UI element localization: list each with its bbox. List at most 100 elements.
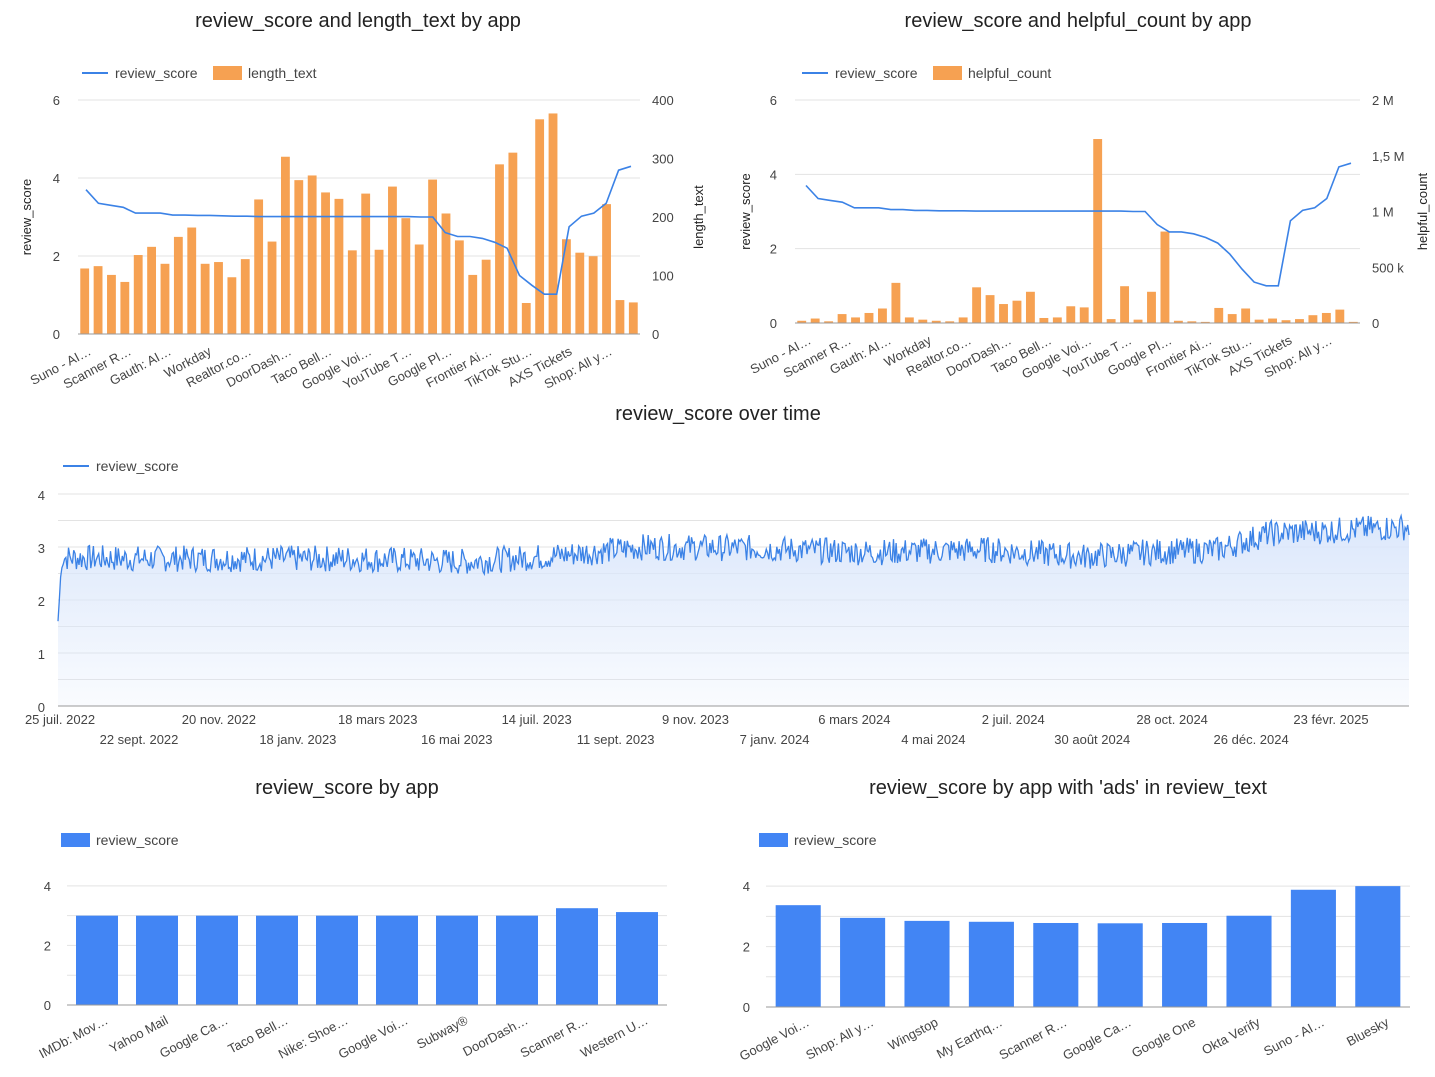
bar-length_text xyxy=(388,186,397,334)
chart-title: review_score and length_text by app xyxy=(195,10,521,32)
y-tick-label: 2 xyxy=(38,594,45,609)
chart-review-by-app-ads: review_score by app with 'ads' in review… xyxy=(737,777,1410,1064)
y-tick-label-left: 4 xyxy=(53,171,60,186)
y-tick-label-right: 2 M xyxy=(1372,93,1394,108)
y-tick-label-left: 6 xyxy=(53,93,60,108)
x-tick-label: 4 mai 2024 xyxy=(901,732,965,747)
bar-length_text xyxy=(561,239,571,334)
bar-helpful_count xyxy=(1308,315,1318,323)
y-tick-label: 1 xyxy=(38,647,45,662)
legend-bar-swatch xyxy=(61,833,90,847)
bar-helpful_count xyxy=(810,318,820,323)
category-label: Google Voi… xyxy=(737,1014,812,1063)
x-tick-label: 2 juil. 2024 xyxy=(982,712,1045,727)
bar-length_text xyxy=(160,263,170,334)
y-tick-label-right: 400 xyxy=(652,93,674,108)
x-tick-label: 23 févr. 2025 xyxy=(1293,712,1368,727)
bar-helpful_count xyxy=(1281,320,1291,323)
bar-length_text xyxy=(80,268,90,334)
bar-length_text xyxy=(227,277,237,334)
bar-length_text xyxy=(615,300,625,334)
bar-length_text xyxy=(374,249,384,334)
bar-length_text xyxy=(240,259,250,334)
y-axis-title-right: length_text xyxy=(691,185,706,249)
legend-label: review_score xyxy=(835,65,918,81)
category-label: Suno - AI… xyxy=(1261,1014,1327,1058)
bar-review_score xyxy=(496,915,538,1005)
x-tick-label: 14 juil. 2023 xyxy=(502,712,572,727)
bar-length_text xyxy=(187,227,197,334)
y-tick-label-right: 300 xyxy=(652,152,674,167)
bar-review_score xyxy=(1033,922,1079,1007)
y-tick-label-left: 0 xyxy=(53,327,60,342)
bar-length_text xyxy=(120,281,130,334)
bar-helpful_count xyxy=(1241,308,1251,323)
legend-label: review_score xyxy=(96,458,179,474)
bar-review_score xyxy=(775,905,821,1007)
x-tick-label: 30 août 2024 xyxy=(1054,732,1130,747)
bar-review_score xyxy=(196,915,238,1005)
legend-label: review_score xyxy=(115,65,198,81)
y-tick-label-right: 100 xyxy=(652,269,674,284)
bar-review_score xyxy=(136,915,178,1005)
x-tick-label: 16 mai 2023 xyxy=(421,732,493,747)
y-tick-label-left: 2 xyxy=(770,242,777,257)
chart-title: review_score by app with 'ads' in review… xyxy=(869,777,1267,799)
legend-label: helpful_count xyxy=(968,65,1051,81)
x-tick-label: 18 janv. 2023 xyxy=(259,732,336,747)
x-tick-label: 9 nov. 2023 xyxy=(662,712,729,727)
y-axis-title-left: review_score xyxy=(19,179,34,256)
y-axis-title-right: helpful_count xyxy=(1415,172,1430,250)
y-tick-label: 2 xyxy=(44,938,51,953)
bar-review_score xyxy=(1226,915,1272,1007)
y-tick-label-right: 1 M xyxy=(1372,205,1394,220)
bar-review_score xyxy=(436,915,478,1005)
bar-helpful_count xyxy=(958,317,968,323)
bar-helpful_count xyxy=(1200,321,1210,323)
bar-helpful_count xyxy=(904,317,914,323)
bar-helpful_count xyxy=(1187,321,1197,323)
bar-helpful_count xyxy=(1120,286,1130,323)
bar-helpful_count xyxy=(1160,231,1170,323)
y-tick-label: 4 xyxy=(44,879,51,894)
bar-review_score xyxy=(376,915,418,1005)
y-tick-label-right: 0 xyxy=(652,327,659,342)
chart-title: review_score and helpful_count by app xyxy=(905,10,1252,32)
category-label: IMDb: Mov… xyxy=(36,1012,110,1061)
x-tick-label: 11 sept. 2023 xyxy=(577,732,655,747)
bar-helpful_count xyxy=(1348,321,1358,323)
y-tick-label-left: 2 xyxy=(53,249,60,264)
legend-label: length_text xyxy=(248,65,317,81)
category-label: Okta Verify xyxy=(1199,1014,1263,1057)
y-axis-title-left: review_score xyxy=(738,173,753,250)
category-label: Bluesky xyxy=(1344,1014,1392,1049)
category-label: Google Ca… xyxy=(1060,1014,1133,1063)
bar-length_text xyxy=(428,179,438,334)
bar-length_text xyxy=(468,274,478,334)
bar-helpful_count xyxy=(1066,306,1076,323)
bar-length_text xyxy=(267,241,277,334)
bar-review_score xyxy=(1162,922,1208,1007)
bar-helpful_count xyxy=(837,314,847,323)
bar-review_score xyxy=(1290,889,1336,1007)
legend-bar-swatch xyxy=(933,66,962,80)
category-label: Shop: All y… xyxy=(803,1014,876,1062)
bar-review_score xyxy=(76,915,118,1005)
legend-bar-swatch xyxy=(759,833,788,847)
legend-label: review_score xyxy=(794,832,877,848)
chart-length-text: review_score and length_text by app revie… xyxy=(19,10,706,393)
bar-review_score xyxy=(904,920,950,1007)
y-tick-label-right: 200 xyxy=(652,210,674,225)
bar-helpful_count xyxy=(985,295,995,323)
bar-helpful_count xyxy=(1012,300,1022,323)
y-tick-label-left: 4 xyxy=(770,167,777,182)
bar-length_text xyxy=(254,199,264,334)
bar-helpful_count xyxy=(972,287,982,323)
bar-helpful_count xyxy=(1093,139,1103,323)
bar-length_text xyxy=(294,180,304,334)
bar-review_score xyxy=(616,912,658,1005)
y-tick-label-right: 0 xyxy=(1372,316,1379,331)
bar-length_text xyxy=(214,262,223,334)
category-label: Wingstop xyxy=(886,1014,941,1053)
